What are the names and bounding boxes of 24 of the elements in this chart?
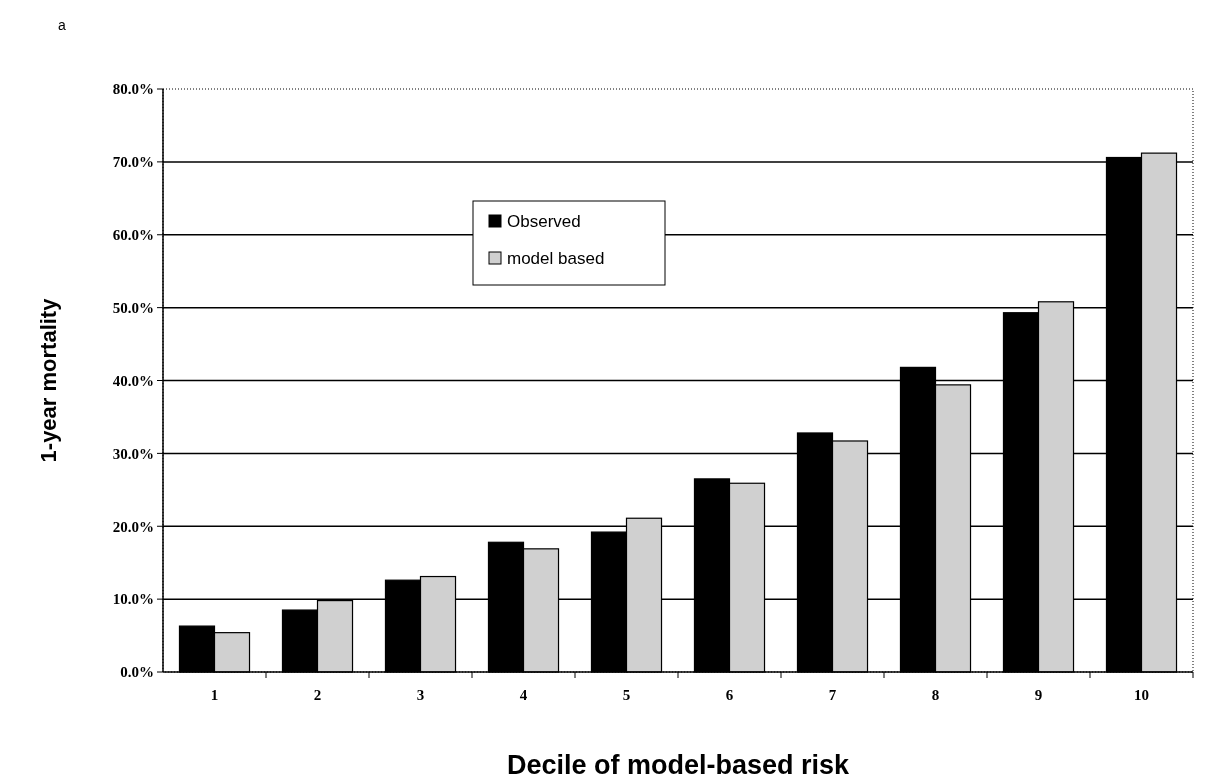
legend-label: Observed (507, 211, 581, 231)
x-tick-label: 3 (416, 687, 425, 703)
y-axis-title: 1-year mortality (36, 297, 61, 463)
y-tick-label: 10.0% (112, 591, 154, 608)
x-tick-label: 1 (210, 687, 219, 703)
x-axis-title: Decile of model-based risk (506, 750, 851, 780)
x-tick-label: 5 (622, 687, 631, 703)
y-tick-label: 80.0% (112, 81, 154, 98)
y-tick-label: 0.0% (120, 664, 154, 681)
y-tick-label: 20.0% (112, 518, 154, 535)
y-tick-label: 40.0% (112, 372, 154, 389)
y-tick-label: 30.0% (112, 445, 154, 462)
x-tick-label: 7 (828, 687, 837, 703)
legend-label: model based (507, 248, 605, 268)
x-tick-label: 9 (1034, 687, 1043, 703)
x-tick-label: 2 (313, 687, 322, 703)
x-tick-label: 10 (1134, 687, 1149, 703)
y-tick-label: 60.0% (112, 227, 154, 243)
x-tick-label: 8 (931, 687, 940, 703)
y-tick-label: 50.0% (112, 299, 154, 316)
y-tick-label: 70.0% (112, 154, 154, 171)
text: a (58, 17, 66, 33)
x-tick-label: 6 (725, 687, 734, 703)
x-tick-label: 4 (519, 687, 528, 703)
